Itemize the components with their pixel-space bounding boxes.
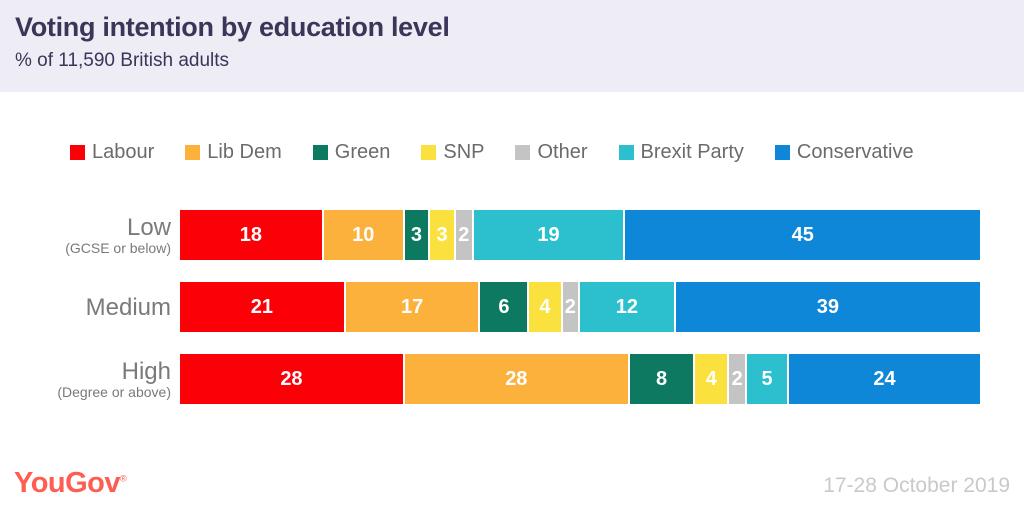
segment-value: 3 bbox=[436, 223, 448, 246]
bar-segment-snp: 4 bbox=[695, 354, 730, 404]
bar-segment-labour: 21 bbox=[180, 282, 346, 332]
segment-value: 21 bbox=[250, 295, 274, 318]
legend-label: Labour bbox=[92, 140, 155, 163]
row-label: Low (GCSE or below) bbox=[0, 215, 180, 256]
bar-segment-labour: 18 bbox=[180, 210, 324, 260]
bar-segment-green: 6 bbox=[480, 282, 530, 332]
chart-row-low: Low (GCSE or below) 18 10 3 3 2 19 45 bbox=[0, 210, 1024, 260]
bar-segment-brexit-party: 12 bbox=[580, 282, 676, 332]
yougov-logo: YouGov® bbox=[14, 467, 127, 500]
segment-value: 4 bbox=[705, 367, 717, 390]
bar-segment-labour: 28 bbox=[180, 354, 405, 404]
row-label: High (Degree or above) bbox=[0, 359, 180, 400]
page-title: Voting intention by education level bbox=[15, 12, 450, 42]
bar-segment-brexit-party: 5 bbox=[747, 354, 789, 404]
segment-value: 39 bbox=[816, 295, 839, 318]
row-label-main: Low bbox=[126, 213, 171, 241]
segment-value: 6 bbox=[498, 295, 510, 318]
header: Voting intention by education level % of… bbox=[0, 0, 1024, 92]
segment-value: 2 bbox=[458, 223, 470, 246]
registered-mark: ® bbox=[120, 473, 127, 484]
legend-item-brexit-party: Brexit Party bbox=[618, 140, 744, 164]
bar-segment-snp: 3 bbox=[430, 210, 456, 260]
row-label-main: Medium bbox=[85, 293, 171, 321]
legend-item-other: Other bbox=[515, 140, 588, 164]
bar-segment-green: 8 bbox=[629, 354, 696, 404]
page-subtitle: % of 11,590 British adults bbox=[15, 50, 230, 71]
bar-segment-other: 2 bbox=[455, 210, 474, 260]
yougov-logo-text: YouGov bbox=[14, 467, 121, 499]
legend-swatch-icon bbox=[774, 144, 790, 160]
legend-item-snp: SNP bbox=[421, 141, 484, 164]
legend-swatch-icon bbox=[70, 144, 85, 160]
bar-segment-lib-dem: 10 bbox=[323, 210, 405, 260]
bar-segment-conservative: 39 bbox=[675, 282, 981, 332]
legend-item-labour: Labour bbox=[70, 141, 154, 164]
stacked-bar: 18 10 3 3 2 19 45 bbox=[180, 210, 980, 260]
legend-item-lib-dem: Lib Dem bbox=[185, 140, 282, 164]
bar-segment-conservative: 24 bbox=[788, 354, 981, 404]
segment-value: 2 bbox=[564, 295, 576, 318]
segment-value: 12 bbox=[615, 295, 639, 318]
segment-value: 8 bbox=[656, 367, 668, 390]
chart-legend: Labour Lib Dem Green SNP Other Brexit Party Co… bbox=[70, 140, 1024, 164]
bar-segment-other: 2 bbox=[729, 354, 748, 404]
legend-swatch-icon bbox=[185, 144, 201, 160]
legend-swatch-icon bbox=[312, 144, 328, 160]
legend-label: Conservative bbox=[796, 140, 914, 163]
legend-swatch-icon bbox=[515, 144, 531, 160]
legend-item-conservative: Conservative bbox=[774, 140, 914, 164]
stacked-bar-chart: Low (GCSE or below) 18 10 3 3 2 19 45 Medium 21 17 6… bbox=[0, 210, 1024, 404]
bar-segment-brexit-party: 19 bbox=[473, 210, 626, 260]
stacked-bar: 28 28 8 4 2 5 24 bbox=[180, 354, 981, 404]
stacked-bar: 21 17 6 4 2 12 39 bbox=[180, 282, 981, 332]
segment-value: 28 bbox=[505, 367, 528, 390]
bar-segment-lib-dem: 17 bbox=[345, 282, 481, 332]
segment-value: 2 bbox=[731, 367, 743, 390]
legend-label: SNP bbox=[443, 140, 485, 163]
fieldwork-dates: 17-28 October 2019 bbox=[823, 474, 1010, 497]
segment-value: 17 bbox=[401, 295, 424, 318]
legend-item-green: Green bbox=[312, 140, 391, 164]
segment-value: 10 bbox=[352, 223, 375, 246]
bar-segment-other: 2 bbox=[562, 282, 581, 332]
row-label-main: High bbox=[121, 357, 171, 385]
segment-value: 4 bbox=[539, 295, 551, 318]
legend-label: Other bbox=[537, 140, 588, 163]
chart-row-medium: Medium 21 17 6 4 2 12 39 bbox=[0, 282, 1024, 332]
bar-segment-lib-dem: 28 bbox=[404, 354, 630, 404]
legend-label: Lib Dem bbox=[207, 140, 282, 163]
segment-value: 19 bbox=[537, 223, 560, 246]
chart-row-high: High (Degree or above) 28 28 8 4 2 5 24 bbox=[0, 354, 1024, 404]
legend-swatch-icon bbox=[618, 144, 634, 160]
segment-value: 5 bbox=[761, 367, 773, 390]
bar-segment-conservative: 45 bbox=[625, 210, 980, 260]
row-label-sub: (Degree or above) bbox=[57, 383, 171, 400]
legend-swatch-icon bbox=[421, 144, 437, 160]
bar-segment-green: 3 bbox=[404, 210, 431, 260]
bar-segment-snp: 4 bbox=[529, 282, 563, 332]
segment-value: 28 bbox=[280, 367, 303, 390]
legend-label: Brexit Party bbox=[640, 140, 744, 163]
segment-value: 18 bbox=[239, 223, 263, 246]
segment-value: 45 bbox=[791, 223, 814, 246]
segment-value: 3 bbox=[410, 223, 423, 246]
legend-label: Green bbox=[334, 140, 391, 163]
segment-value: 24 bbox=[873, 367, 896, 390]
row-label-sub: (GCSE or below) bbox=[65, 239, 171, 256]
row-label: Medium bbox=[0, 295, 180, 320]
